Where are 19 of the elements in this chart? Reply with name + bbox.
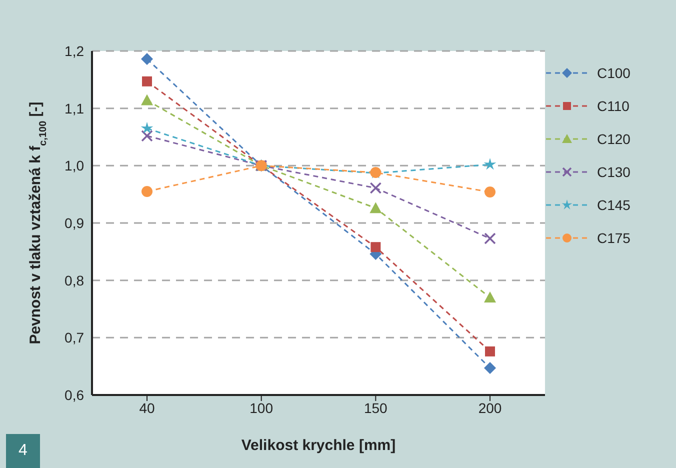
x-tick-label: 40 (139, 400, 155, 416)
legend-label: C100 (597, 65, 630, 81)
x-axis-title: Velikost krychle [mm] (241, 437, 396, 454)
legend-label: C110 (597, 98, 630, 114)
legend-label: C175 (597, 230, 630, 246)
y-tick-label: 1,2 (64, 42, 84, 59)
text: 4 (6, 434, 40, 468)
y-tick-label: 0,9 (64, 214, 84, 231)
legend-label: C130 (597, 164, 630, 180)
y-tick-label: 0,8 (64, 272, 84, 288)
x-tick-label: 100 (250, 400, 274, 416)
y-tick-label: 1,1 (64, 100, 84, 116)
x-tick-label: 200 (478, 400, 502, 416)
x-tick-label: 150 (364, 400, 388, 416)
legend-label: C120 (597, 131, 630, 147)
y-tick-label: 0,6 (64, 386, 84, 403)
legend-label: C145 (597, 197, 630, 213)
y-tick-label: 1,0 (64, 158, 84, 174)
y-tick-label: 0,7 (64, 330, 84, 346)
